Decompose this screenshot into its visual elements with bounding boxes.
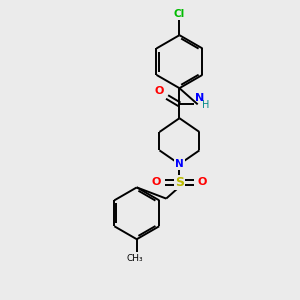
Text: O: O bbox=[198, 177, 207, 188]
Text: H: H bbox=[202, 100, 210, 110]
Text: N: N bbox=[175, 159, 184, 169]
Text: O: O bbox=[152, 177, 161, 188]
Text: N: N bbox=[195, 93, 204, 103]
Text: O: O bbox=[155, 85, 164, 95]
Text: S: S bbox=[175, 176, 184, 189]
Text: Cl: Cl bbox=[174, 9, 185, 19]
Text: CH₃: CH₃ bbox=[127, 254, 144, 263]
